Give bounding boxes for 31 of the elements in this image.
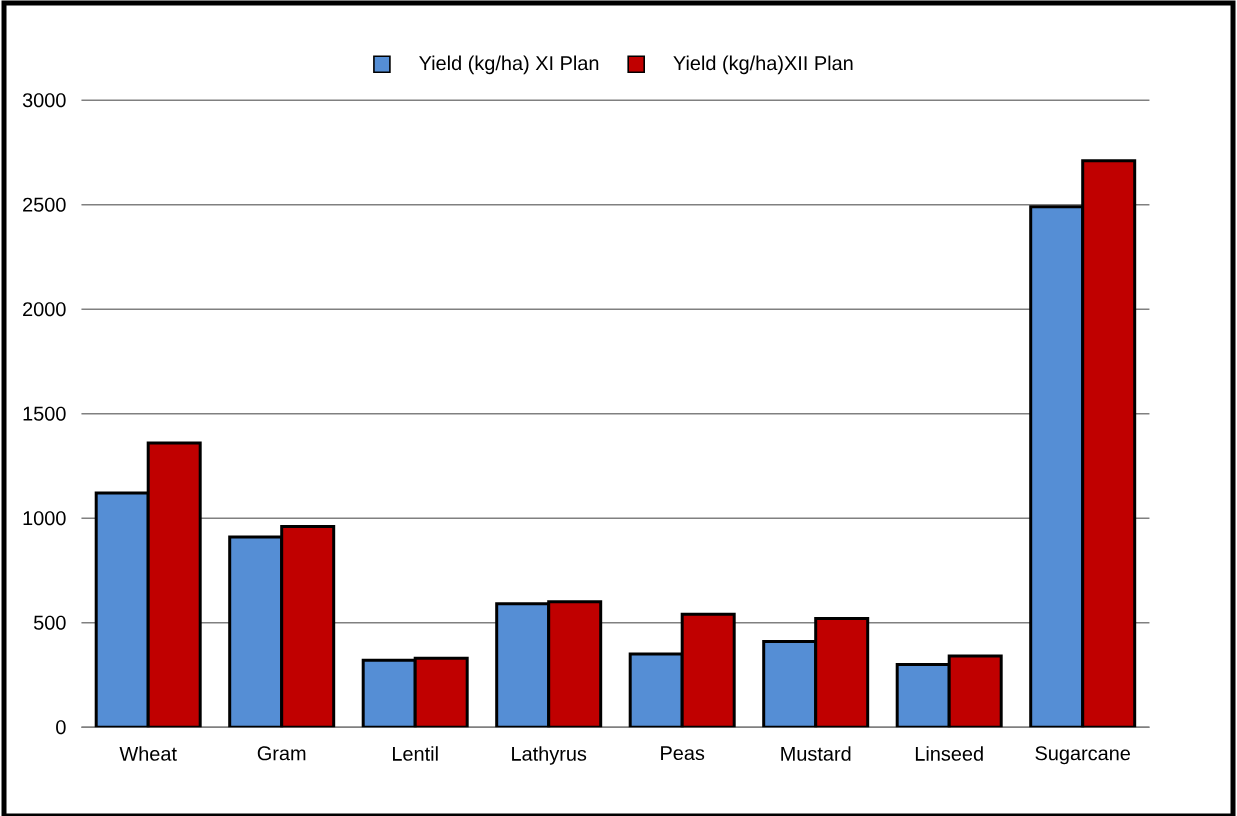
legend-label: Yield (kg/ha)XII Plan xyxy=(673,55,853,75)
bar xyxy=(281,526,334,728)
bar xyxy=(363,660,416,728)
bar xyxy=(630,654,683,728)
x-tick-label: Mustard xyxy=(781,746,851,761)
bar xyxy=(815,618,868,728)
x-tick-label: Lathyrus xyxy=(512,746,587,765)
x-tick-label: Sugarcane xyxy=(1035,746,1130,765)
bar xyxy=(949,656,1002,728)
x-tick-label: Lentil xyxy=(393,746,438,761)
bar xyxy=(682,614,735,728)
y-tick-label: 0 xyxy=(56,720,66,735)
legend-label: Yield (kg/ha) XI Plan xyxy=(419,55,599,75)
x-tick-label: Wheat xyxy=(119,746,177,761)
bar xyxy=(763,641,816,728)
bar xyxy=(148,442,201,728)
y-tick-label: 3000 xyxy=(22,93,66,108)
bar xyxy=(415,658,468,728)
y-tick-label: 1000 xyxy=(23,511,66,526)
x-tick-label: Gram xyxy=(257,746,306,761)
x-tick-label: Linseed xyxy=(915,746,983,761)
bar xyxy=(548,601,601,728)
bar xyxy=(229,536,282,728)
y-tick-label: 500 xyxy=(33,615,66,630)
bar xyxy=(96,493,149,728)
y-tick-label: 1500 xyxy=(23,406,66,421)
y-tick-label: 2000 xyxy=(23,302,66,317)
bar xyxy=(496,603,549,728)
x-tick-label: Peas xyxy=(661,746,705,761)
y-tick-label: 2500 xyxy=(23,197,66,212)
bar xyxy=(897,664,950,728)
